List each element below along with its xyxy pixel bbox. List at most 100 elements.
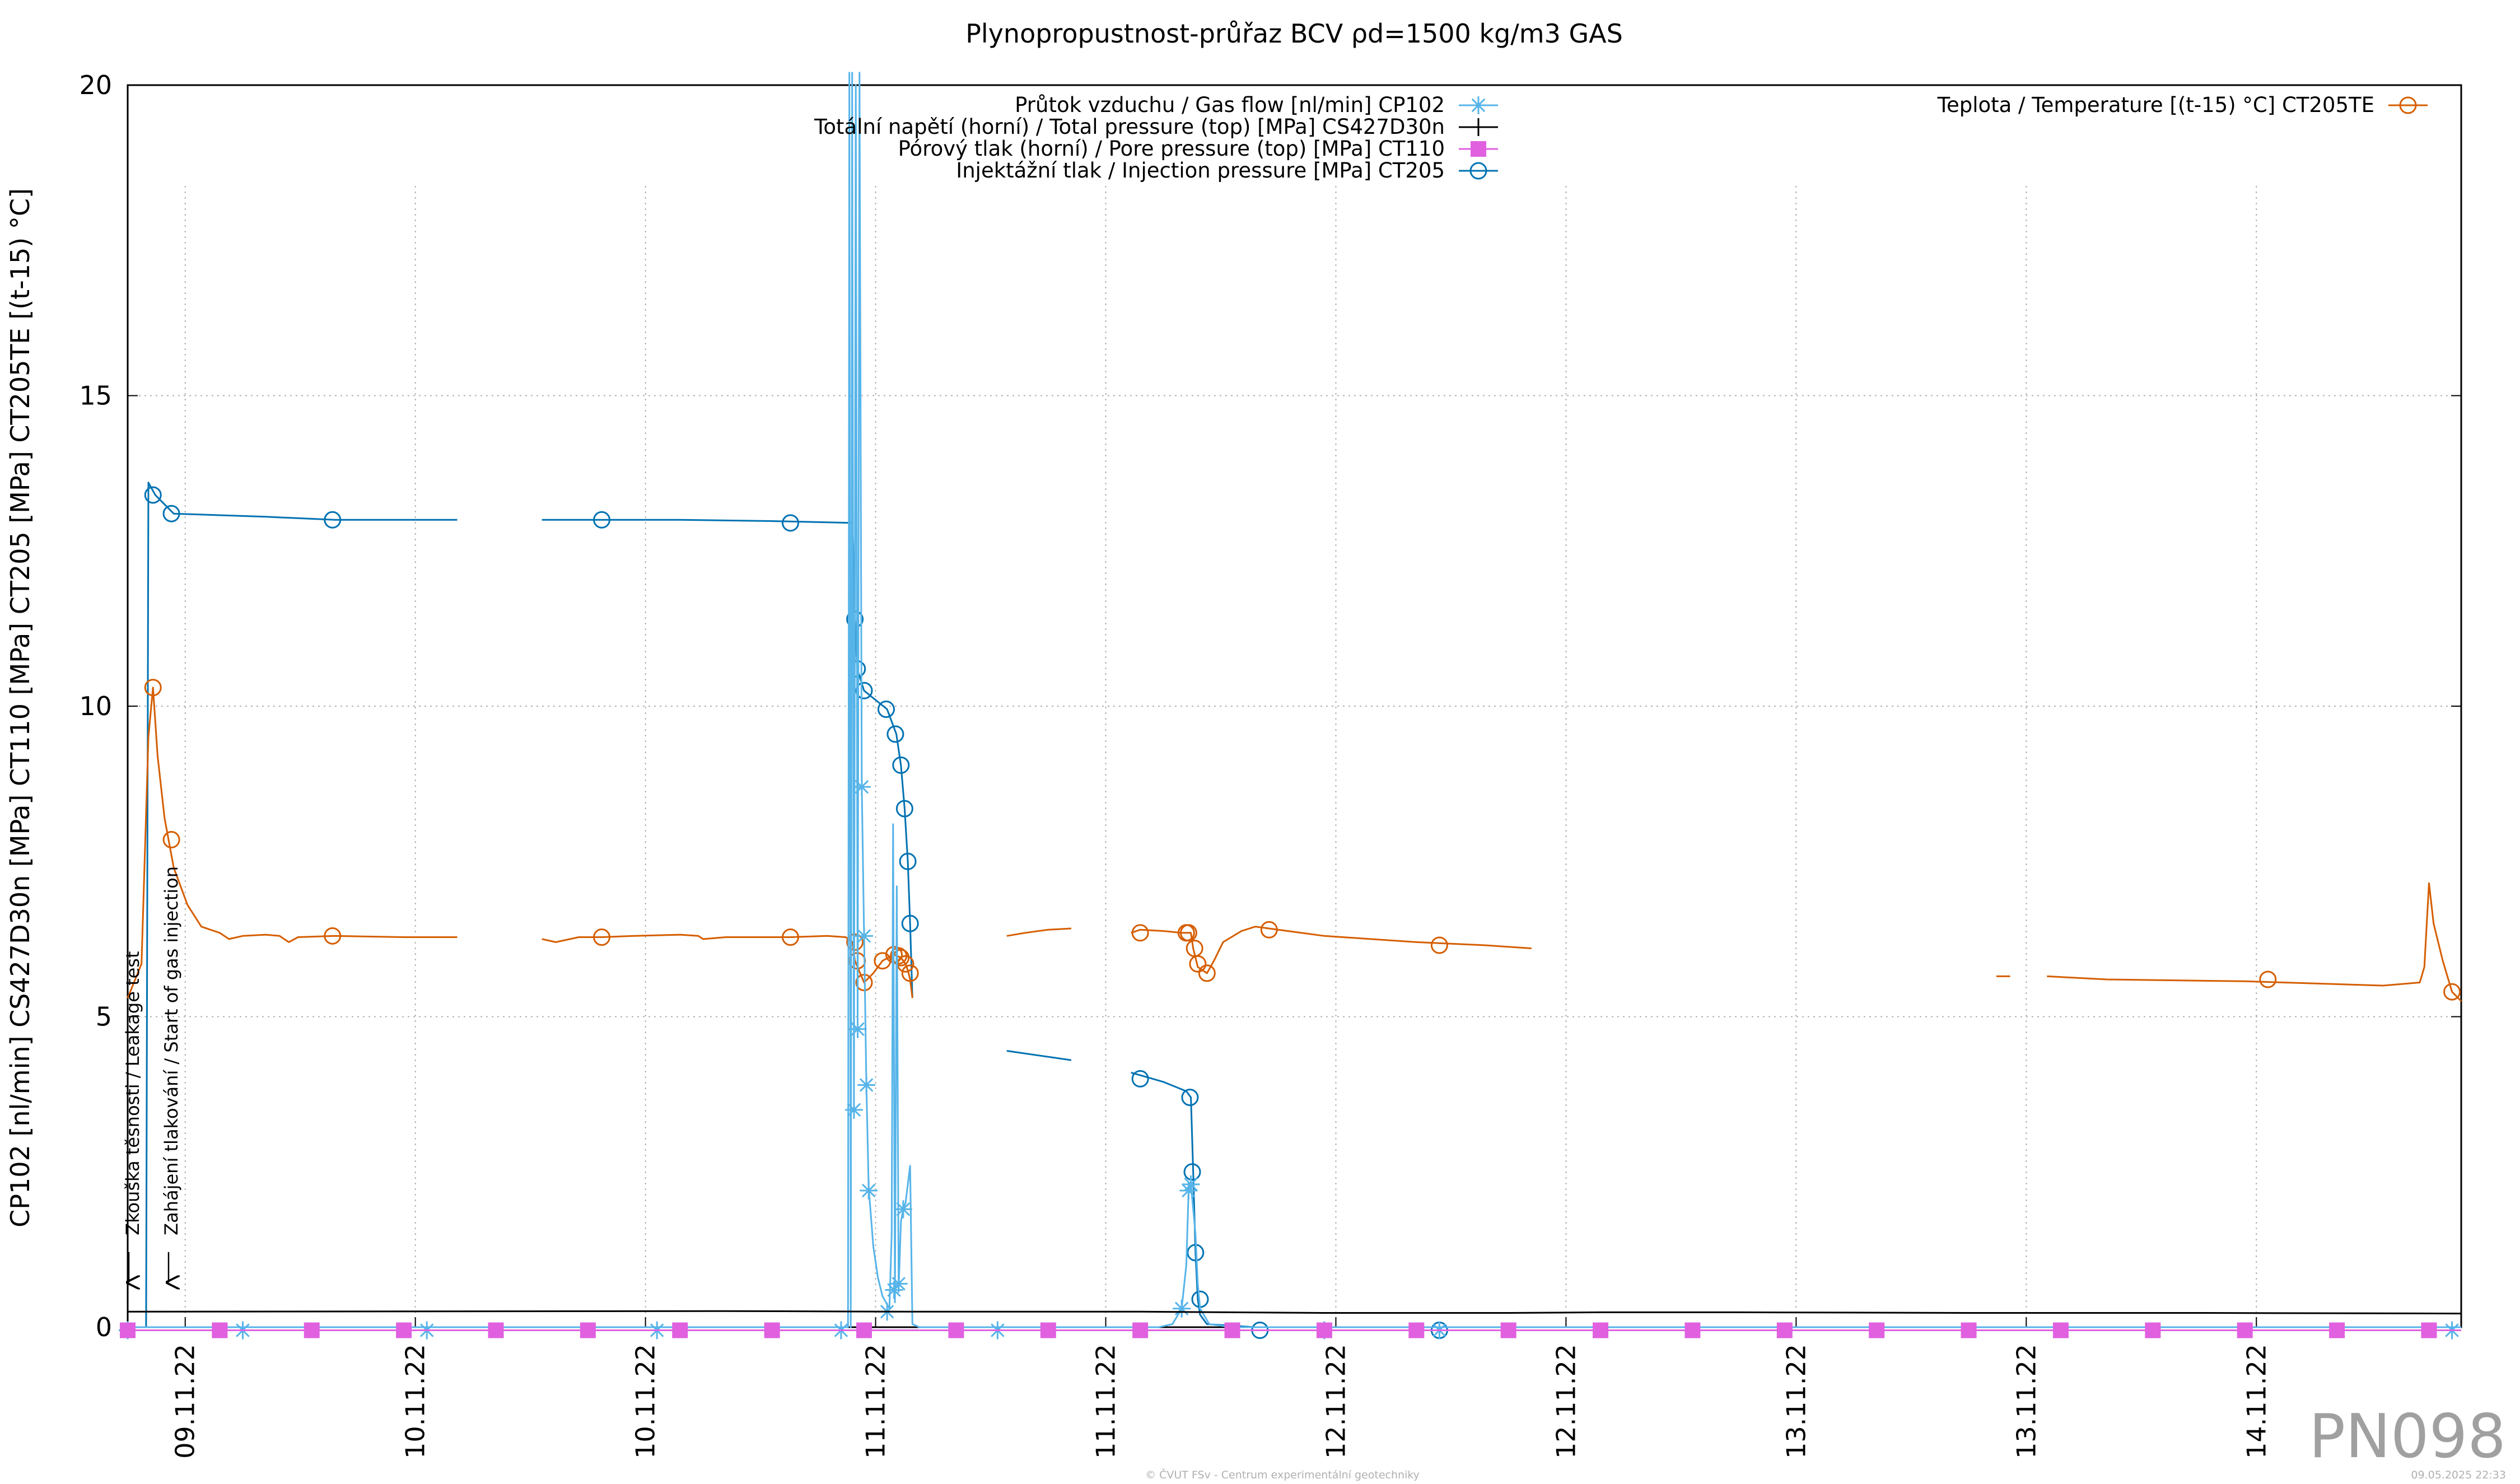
data-point-marker [324,511,342,529]
data-point-marker [1430,936,1448,954]
x-tick-label: 13.11.22 [1781,1344,1811,1459]
data-point-marker [848,1020,867,1038]
data-point-marker [948,1322,964,1338]
data-point-marker [396,1322,412,1338]
y-tick-label: 5 [96,1002,112,1032]
data-point-marker [1869,1322,1885,1338]
data-point-marker [1684,1322,1701,1338]
legend-item: Injektážní tlak / Injection pressure [MP… [956,158,1498,183]
data-point-marker [886,725,904,743]
footer-copyright: © ČVUT FSv - Centrum experimentální geot… [1145,1468,1420,1481]
data-point-marker [1131,924,1149,942]
data-point-marker [162,505,180,522]
y-tick-label: 0 [96,1312,112,1342]
data-point-marker [860,1182,878,1200]
data-point-marker [894,1200,912,1219]
data-point-marker [1316,1322,1332,1338]
data-point-marker [1131,1070,1149,1088]
data-point-marker [1776,1322,1793,1338]
data-point-marker [593,928,611,946]
data-point-marker [324,927,342,945]
data-point-marker [1040,1322,1056,1338]
series-line [542,519,913,998]
data-point-marker [1179,924,1197,942]
x-tick-label: 10.11.22 [400,1344,431,1459]
data-point-marker [1224,1322,1240,1338]
x-tick-label: 12.11.22 [1320,1344,1351,1459]
data-point-marker [1132,1322,1149,1338]
data-point-marker [1181,1089,1199,1107]
legend-item: Průtok vzduchu / Gas flow [nl/min] CP102 [1015,93,1498,117]
series-line [542,934,913,998]
annotations: Zkouška těsnosti / Leakage test Zahájení … [122,866,182,1282]
x-tick-label: 10.11.22 [631,1344,661,1459]
data-point-marker [889,1275,908,1293]
data-point-marker [144,679,162,697]
legend: Průtok vzduchu / Gas flow [nl/min] CP102… [814,93,2428,183]
series-line [145,482,458,1328]
y-axis: 0 5 10 15 20 [79,70,2461,1342]
y-axis-label: CP102 [nl/min] CS427D30n [MPa] CT110 [MP… [5,188,35,1228]
annotation-label: Zkouška těsnosti / Leakage test [122,951,143,1235]
y-tick-label: 15 [79,381,112,411]
footer-timestamp: 09.05.2025 22:33 [2411,1469,2506,1481]
data-point-marker [764,1322,780,1338]
series-ct110 [120,1322,2461,1338]
legend-label: Průtok vzduchu / Gas flow [nl/min] CP102 [1015,93,1445,117]
data-point-marker [162,830,180,848]
data-point-marker [895,800,913,818]
legend-marker [2399,96,2417,114]
data-point-marker [1593,1322,1609,1338]
legend-marker [1469,118,1487,136]
series-line [127,687,458,998]
legend-marker [1471,141,1486,157]
x-tick-label: 14.11.22 [2241,1344,2271,1459]
data-point-marker [1182,1175,1200,1193]
series-layer [119,72,2462,1340]
data-point-marker [2237,1322,2253,1338]
data-point-marker [2443,983,2461,1001]
x-tick-label: 11.11.22 [861,1344,891,1459]
data-point-marker [2145,1322,2161,1338]
data-point-marker [1183,1163,1201,1181]
data-point-marker [2421,1322,2437,1338]
legend-label: Injektážní tlak / Injection pressure [MP… [956,158,1445,183]
data-point-marker [1408,1322,1425,1338]
data-point-marker [1260,921,1278,939]
data-point-marker [877,701,895,718]
series-line [2047,882,2462,1002]
data-point-marker [852,778,871,796]
x-tick-label: 11.11.22 [1091,1344,1121,1459]
data-point-marker [1198,964,1216,982]
data-point-marker [899,852,917,870]
legend-item: Totální napětí (horní) / Total pressure … [814,115,1498,139]
legend-label: Pórový tlak (horní) / Pore pressure (top… [898,137,1445,161]
x-axis: 09.11.22 10.11.22 10.11.22 11.11.22 11.11.22… [170,1317,2271,1459]
legend-marker [1469,162,1487,180]
data-point-marker [901,964,919,982]
data-point-marker [1500,1322,1516,1338]
y-tick-label: 20 [79,70,112,100]
data-point-marker [901,914,919,932]
data-point-marker [782,928,800,946]
data-point-marker [2052,1322,2069,1338]
series-line [1006,927,1071,937]
data-point-marker [304,1322,320,1338]
watermark: PN098 [2309,1402,2506,1472]
legend-label: Totální napětí (horní) / Total pressure … [814,115,1445,139]
x-tick-label: 12.11.22 [1551,1344,1581,1459]
y-tick-label: 10 [79,691,112,721]
data-point-marker [120,1322,136,1338]
series-line [127,1310,2462,1315]
data-point-marker [1189,955,1207,973]
series-line [1006,1050,1072,1061]
series-cs427d30n [127,1310,2462,1315]
data-point-marker [2329,1322,2345,1338]
data-point-marker [782,514,800,532]
data-point-marker [580,1322,596,1338]
annotation-label: Zahájení tlakování / Start of gas inject… [161,866,182,1235]
data-point-marker [892,756,910,774]
data-point-marker [857,1076,876,1094]
data-point-marker [1173,1299,1191,1318]
